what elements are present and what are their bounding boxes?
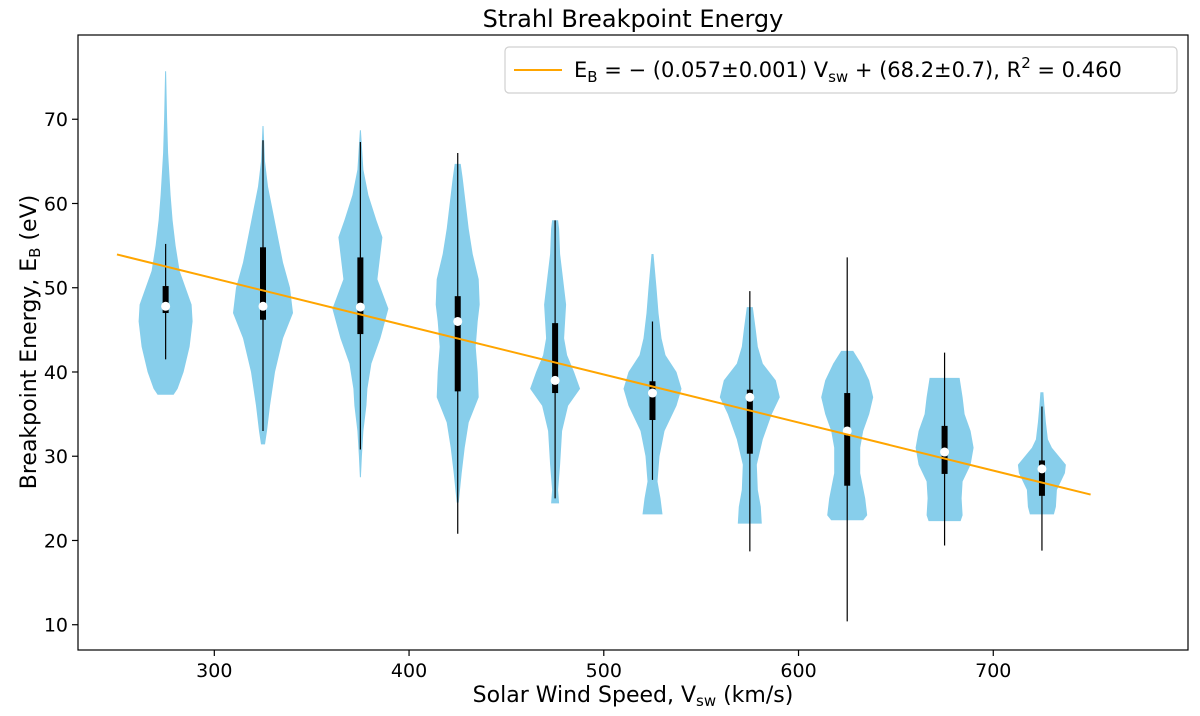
legend-part-5: 2 — [1021, 54, 1031, 72]
legend-fit-label: EB = − (0.057±0.001) Vsw + (68.2±0.7), R… — [574, 54, 1122, 86]
median-dot-675 — [940, 447, 950, 457]
y-tick-label-10: 10 — [44, 615, 68, 637]
chart-title: Strahl Breakpoint Energy — [483, 5, 784, 33]
iqr-box-525 — [649, 381, 656, 421]
legend-part-2: = − (0.057±0.001) V — [598, 58, 829, 82]
median-dot-725 — [1037, 464, 1047, 474]
median-dot-525 — [647, 388, 657, 398]
x-axis-label: Solar Wind Speed, Vsw (km/s) — [473, 683, 794, 710]
x-tick-label-500: 500 — [586, 660, 622, 682]
x-tick-label-300: 300 — [196, 660, 232, 682]
plot-frame — [77, 34, 1189, 651]
box-markers — [161, 140, 1047, 622]
legend-part-3: sw — [828, 68, 848, 86]
median-dot-425 — [453, 316, 463, 326]
median-dot-325 — [258, 301, 268, 311]
iqr-box-325 — [260, 247, 266, 320]
y-tick-label-70: 70 — [44, 109, 68, 131]
legend-part-4: + (68.2±0.7), R — [848, 58, 1021, 82]
legend: EB = − (0.057±0.001) Vsw + (68.2±0.7), R… — [504, 46, 1178, 94]
iqr-box-725 — [1038, 460, 1045, 496]
y-tick-label-60: 60 — [44, 193, 68, 215]
legend-part-1: B — [587, 68, 597, 86]
y-axis-label: Breakpoint Energy, EB (eV) — [17, 195, 44, 489]
y-tick-label-50: 50 — [44, 278, 68, 300]
x-tick-label-400: 400 — [391, 660, 427, 682]
median-dot-375 — [355, 302, 365, 312]
y-tick-label-40: 40 — [44, 362, 68, 384]
violin-275 — [138, 71, 193, 395]
iqr-box-275 — [162, 286, 169, 314]
median-dot-475 — [550, 375, 560, 385]
median-dot-575 — [745, 392, 755, 402]
legend-box — [504, 46, 1178, 94]
y-tick-label-30: 30 — [44, 446, 68, 468]
iqr-box-575 — [746, 389, 753, 454]
median-dot-275 — [161, 301, 171, 311]
iqr-box-425 — [454, 296, 461, 392]
violins — [138, 71, 1066, 524]
x-axis-ticks: 300 400 500 600 700 — [196, 650, 1011, 682]
x-tick-label-700: 700 — [975, 660, 1011, 682]
legend-part-6: = 0.460 — [1031, 58, 1122, 82]
iqr-box-625 — [844, 393, 851, 486]
x-tick-label-600: 600 — [780, 660, 816, 682]
fit-line — [116, 253, 1091, 496]
y-axis-ticks: 10 20 30 40 50 60 70 — [44, 109, 78, 637]
legend-part-0: E — [574, 58, 587, 82]
y-tick-label-20: 20 — [44, 530, 68, 552]
iqr-box-375 — [357, 257, 364, 335]
iqr-box-475 — [552, 323, 559, 394]
